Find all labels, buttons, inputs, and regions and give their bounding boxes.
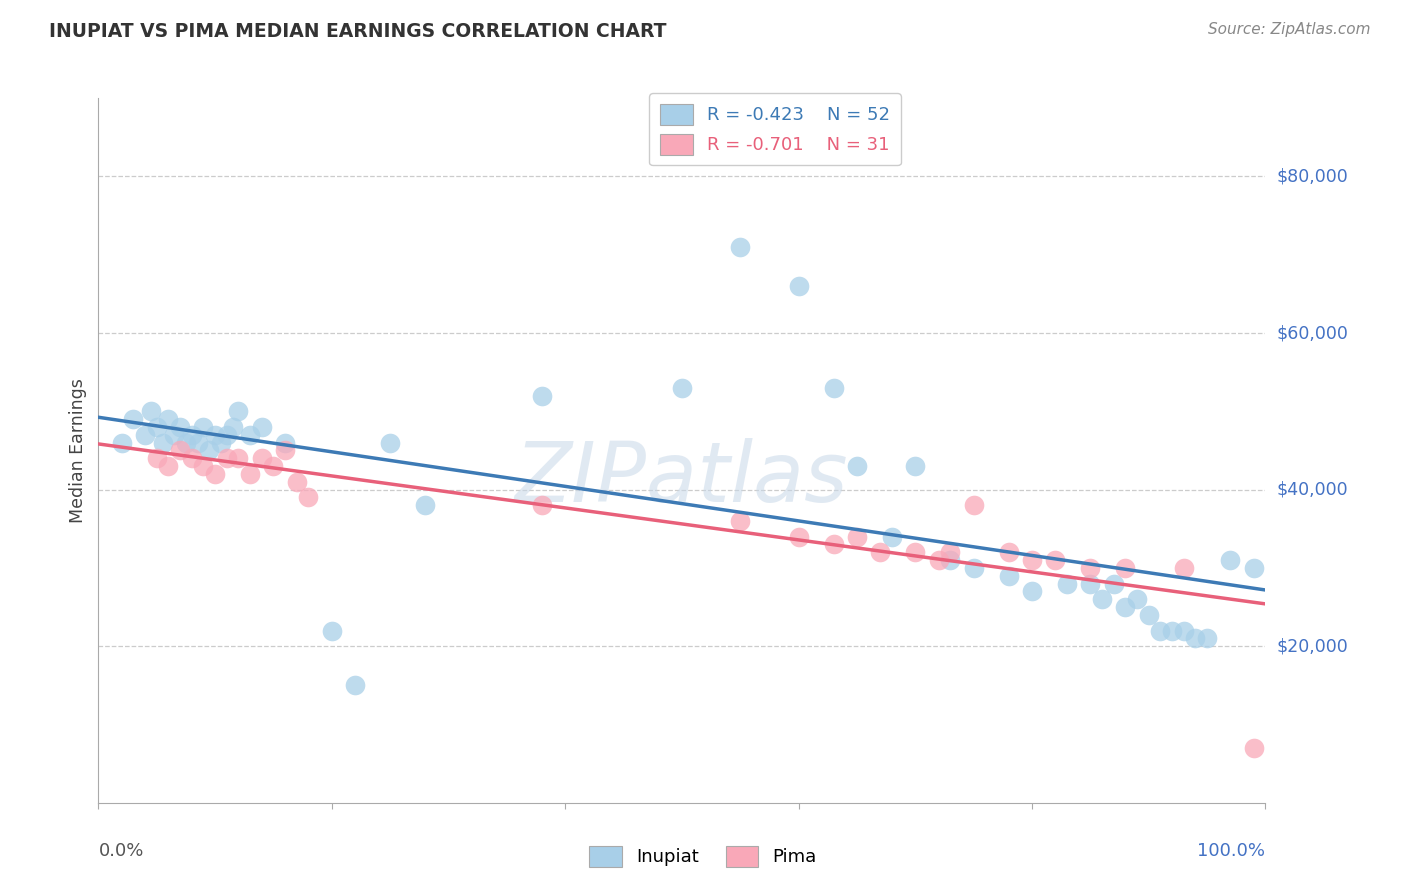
Text: $60,000: $60,000 [1277,324,1348,342]
Point [730,240,752,254]
Point [413,498,436,512]
Point [239,467,262,481]
Point [1056,576,1078,591]
Point [1243,561,1265,575]
Point [787,530,810,544]
Point [1173,624,1195,638]
Point [344,678,367,692]
Point [262,459,284,474]
Point [321,624,343,638]
Point [204,467,226,481]
Point [1045,553,1067,567]
Point [939,545,962,559]
Text: INUPIAT VS PIMA MEDIAN EARNINGS CORRELATION CHART: INUPIAT VS PIMA MEDIAN EARNINGS CORRELAT… [49,22,666,41]
Point [1149,624,1171,638]
Text: 100.0%: 100.0% [1198,841,1265,860]
Point [1021,553,1043,567]
Text: $80,000: $80,000 [1277,168,1348,186]
Point [787,279,810,293]
Point [1091,592,1114,607]
Point [169,443,191,458]
Point [1219,553,1241,567]
Point [939,553,962,567]
Point [215,451,238,466]
Point [823,381,845,395]
Text: $40,000: $40,000 [1277,481,1348,499]
Point [193,459,215,474]
Point [880,530,903,544]
Point [1243,741,1265,756]
Point [869,545,891,559]
Point [962,498,984,512]
Point [1021,584,1043,599]
Point [152,435,174,450]
Point [904,545,927,559]
Point [180,451,202,466]
Point [169,420,191,434]
Legend: Inupiat, Pima: Inupiat, Pima [582,838,824,874]
Point [380,435,402,450]
Point [122,412,145,426]
Point [997,545,1019,559]
Y-axis label: Median Earnings: Median Earnings [69,378,87,523]
Point [846,459,869,474]
Point [671,381,693,395]
Point [209,435,232,450]
Point [187,435,209,450]
Point [180,427,202,442]
Point [198,443,221,458]
Point [204,427,226,442]
Point [1173,561,1195,575]
Point [174,435,197,450]
Point [146,420,169,434]
Point [1114,600,1136,615]
Point [285,475,308,489]
Point [1137,607,1160,622]
Text: ZIPatlas: ZIPatlas [515,438,849,519]
Point [1161,624,1184,638]
Text: $20,000: $20,000 [1277,637,1348,656]
Legend: R = -0.423    N = 52, R = -0.701    N = 31: R = -0.423 N = 52, R = -0.701 N = 31 [650,93,901,165]
Point [228,451,250,466]
Point [228,404,250,418]
Point [215,427,238,442]
Text: Source: ZipAtlas.com: Source: ZipAtlas.com [1208,22,1371,37]
Point [530,389,553,403]
Point [157,459,180,474]
Point [1195,632,1218,646]
Point [111,435,134,450]
Point [846,530,869,544]
Point [139,404,162,418]
Text: 0.0%: 0.0% [98,841,143,860]
Point [904,459,927,474]
Point [274,443,297,458]
Point [1080,576,1102,591]
Point [250,420,273,434]
Point [997,568,1019,582]
Point [274,435,297,450]
Point [146,451,169,466]
Point [157,412,180,426]
Point [250,451,273,466]
Point [962,561,984,575]
Point [297,491,319,505]
Point [530,498,553,512]
Point [193,420,215,434]
Point [1080,561,1102,575]
Point [1184,632,1206,646]
Point [730,514,752,528]
Point [1114,561,1136,575]
Point [1126,592,1149,607]
Point [239,427,262,442]
Point [163,427,186,442]
Point [928,553,950,567]
Point [1102,576,1125,591]
Point [134,427,156,442]
Point [823,537,845,551]
Point [221,420,243,434]
